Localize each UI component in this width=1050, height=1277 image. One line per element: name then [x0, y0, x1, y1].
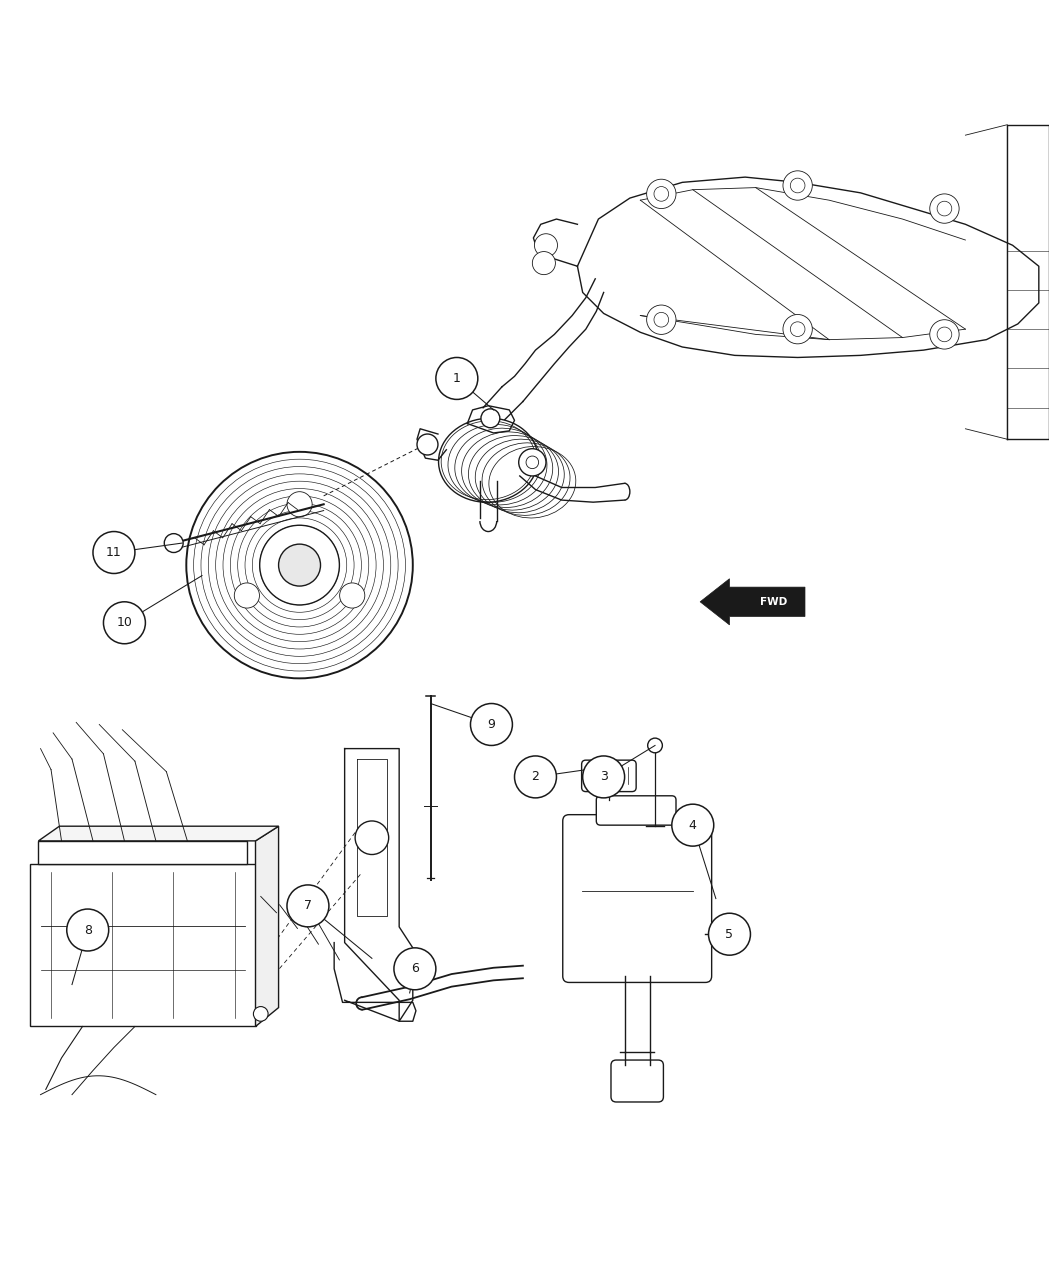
Text: 9: 9	[487, 718, 496, 730]
Circle shape	[583, 756, 625, 798]
Circle shape	[929, 194, 959, 223]
Text: 2: 2	[531, 770, 540, 783]
Bar	[30, 865, 255, 1027]
Circle shape	[470, 704, 512, 746]
Circle shape	[93, 531, 134, 573]
FancyBboxPatch shape	[611, 1060, 664, 1102]
Circle shape	[253, 1006, 268, 1022]
Bar	[39, 840, 247, 865]
Circle shape	[417, 434, 438, 455]
Circle shape	[647, 305, 676, 335]
Circle shape	[721, 921, 749, 948]
Text: 6: 6	[411, 963, 419, 976]
Ellipse shape	[439, 419, 538, 502]
Circle shape	[436, 358, 478, 400]
Text: FWD: FWD	[760, 596, 788, 607]
Circle shape	[104, 601, 145, 644]
Text: 11: 11	[106, 547, 122, 559]
Circle shape	[394, 948, 436, 990]
Circle shape	[186, 452, 413, 678]
Circle shape	[783, 314, 813, 344]
Text: 3: 3	[600, 770, 608, 783]
Circle shape	[339, 582, 364, 608]
Polygon shape	[700, 578, 805, 624]
Polygon shape	[39, 826, 278, 840]
Text: 5: 5	[726, 927, 734, 941]
Circle shape	[534, 234, 558, 257]
FancyBboxPatch shape	[563, 815, 712, 982]
Text: 4: 4	[689, 819, 697, 831]
FancyBboxPatch shape	[582, 760, 636, 792]
Circle shape	[648, 738, 663, 753]
Circle shape	[532, 252, 555, 275]
Circle shape	[783, 171, 813, 200]
Circle shape	[519, 448, 546, 476]
Text: 10: 10	[117, 617, 132, 630]
Text: 1: 1	[453, 372, 461, 384]
Polygon shape	[255, 826, 278, 1027]
Circle shape	[164, 534, 183, 553]
Circle shape	[514, 756, 556, 798]
Text: 8: 8	[84, 923, 91, 936]
Circle shape	[709, 913, 751, 955]
Circle shape	[647, 179, 676, 208]
Circle shape	[929, 319, 959, 349]
Circle shape	[259, 525, 339, 605]
Polygon shape	[344, 748, 413, 1022]
Circle shape	[67, 909, 109, 951]
Text: 7: 7	[303, 899, 312, 912]
Circle shape	[355, 821, 388, 854]
Circle shape	[287, 492, 312, 517]
Circle shape	[234, 582, 259, 608]
Circle shape	[287, 885, 329, 927]
Circle shape	[672, 805, 714, 847]
FancyBboxPatch shape	[596, 796, 676, 825]
Circle shape	[278, 544, 320, 586]
Circle shape	[481, 409, 500, 428]
